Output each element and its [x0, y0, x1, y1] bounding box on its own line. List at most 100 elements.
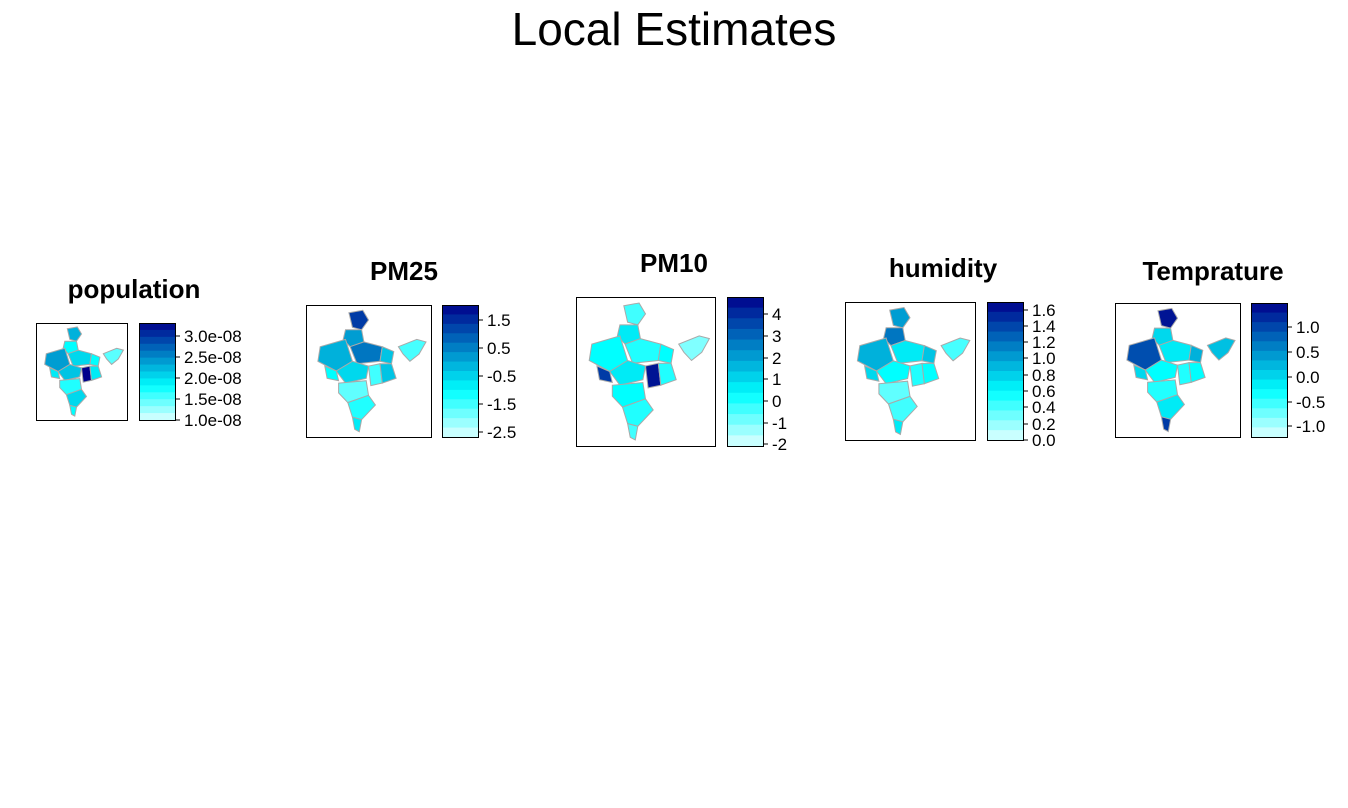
legend-swatch: [442, 342, 478, 353]
map-region: [608, 359, 647, 386]
legend-swatch: [727, 297, 763, 309]
legend-swatch: [1251, 312, 1287, 323]
map-region: [338, 380, 370, 404]
map-region: [863, 365, 880, 382]
legend-tick-label: 0.5: [487, 339, 511, 358]
map-region: [44, 347, 71, 373]
map-region: [875, 360, 911, 385]
map-frame: [576, 297, 716, 447]
map-region: [657, 343, 675, 364]
map-region: [69, 404, 78, 417]
legend-swatch: [987, 371, 1023, 382]
map-region: [348, 309, 370, 331]
map-region: [80, 365, 93, 383]
map-region: [889, 306, 911, 329]
map-region: [89, 352, 101, 367]
panel-title: population: [67, 274, 201, 304]
map-region: [1188, 362, 1206, 383]
legend-swatch: [1251, 360, 1287, 371]
legend-tick-label: 0.5: [1296, 343, 1320, 362]
legend-tick-label: -0.5: [1296, 393, 1325, 412]
map-region: [644, 362, 662, 389]
map-region: [1133, 364, 1149, 381]
map-region: [62, 340, 79, 355]
legend-swatch: [987, 351, 1023, 362]
map-region-northeast: [940, 337, 971, 362]
legend-swatch: [442, 352, 478, 363]
legend-swatch: [727, 382, 763, 394]
map-region: [624, 338, 662, 364]
legend-swatch: [1251, 341, 1287, 352]
legend-swatch: [987, 420, 1023, 431]
legend-tick-label: 2.0e-08: [184, 369, 242, 388]
map-region: [67, 349, 93, 367]
map-region: [890, 339, 925, 364]
panel-title: PM10: [640, 248, 708, 278]
legend-swatch: [727, 307, 763, 319]
map-region: [342, 329, 365, 348]
legend-swatch: [139, 350, 175, 359]
legend-swatch: [727, 371, 763, 383]
legend-swatch: [1251, 322, 1287, 333]
map-region: [596, 365, 613, 384]
legend-swatch: [139, 385, 175, 393]
legend-frame: [139, 323, 176, 421]
legend-swatch: [442, 380, 478, 391]
map-region: [1160, 416, 1172, 433]
legend-tick-label: 1.5e-08: [184, 390, 242, 409]
legend-swatch: [987, 321, 1023, 333]
map-region: [66, 326, 83, 342]
map-region: [883, 327, 906, 347]
map-region: [324, 365, 340, 382]
legend-tick-label: 1.4: [1032, 317, 1056, 336]
legend-tick-label: 2.5e-08: [184, 348, 242, 367]
legend-swatch: [987, 390, 1023, 402]
legend-swatch: [442, 323, 478, 334]
map-region: [921, 362, 940, 385]
map-region: [317, 338, 353, 372]
figure-title: Local Estimates: [511, 3, 837, 55]
map-frame: [1115, 303, 1241, 438]
map-region-northeast: [102, 347, 125, 366]
legend-swatch: [139, 336, 175, 345]
map-region: [65, 388, 88, 408]
legend-swatch: [727, 360, 763, 373]
legend-swatch: [139, 406, 175, 414]
legend-swatch: [442, 399, 478, 410]
legend-tick-label: -1.0: [1296, 417, 1325, 436]
legend-tick-label: -1.5: [487, 395, 516, 414]
legend-swatch: [139, 392, 175, 400]
map-region: [909, 362, 925, 387]
legend-tick-label: 3: [772, 327, 781, 346]
map-region-northeast: [397, 338, 427, 362]
map-region: [887, 395, 918, 423]
legend-swatch: [442, 333, 478, 344]
legend-tick-label: -2.5: [487, 423, 516, 442]
map-region: [1158, 339, 1192, 364]
legend-swatch: [727, 339, 763, 351]
legend-swatch: [727, 328, 763, 341]
map-region: [892, 418, 904, 436]
map-region: [1151, 327, 1174, 346]
legend-swatch: [139, 323, 175, 331]
legend-swatch: [139, 399, 175, 407]
legend-tick-label: 0.6: [1032, 382, 1056, 401]
map-region: [349, 341, 383, 365]
legend-swatch: [442, 305, 478, 316]
legend-swatch: [139, 371, 175, 380]
legend-swatch: [987, 400, 1023, 412]
map-region: [621, 398, 654, 427]
map-region: [1188, 344, 1204, 364]
legend-tick-label: 0.0: [1296, 368, 1320, 387]
legend-swatch: [442, 314, 478, 325]
legend-swatch: [727, 403, 763, 415]
legend-frame: [727, 297, 764, 447]
map-region: [49, 367, 61, 380]
map-region: [626, 422, 639, 441]
map-region-northeast: [1206, 337, 1236, 361]
legend-swatch: [442, 427, 478, 438]
legend-swatch: [139, 413, 175, 421]
legend-swatch: [442, 408, 478, 419]
map-region: [367, 363, 383, 387]
